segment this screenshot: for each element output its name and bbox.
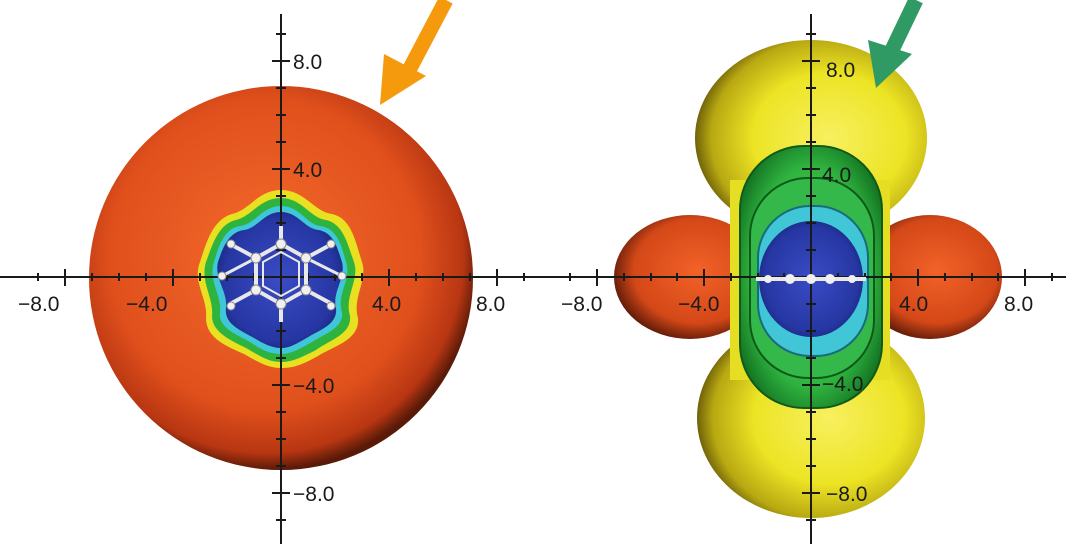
left-y-tick-label: 4.0 — [293, 159, 322, 182]
left-x-tick-label: −8.0 — [18, 293, 59, 316]
left-y-tick-label: −4.0 — [293, 375, 334, 398]
right-x-tick-label: −4.0 — [678, 293, 719, 316]
right-y-tick-label: −4.0 — [822, 373, 863, 396]
left-x-tick-label: 4.0 — [372, 293, 401, 316]
left-y-tick-label: 8.0 — [293, 51, 322, 74]
left-y-tick-label: −8.0 — [293, 483, 334, 506]
right-y-tick-label: 8.0 — [826, 59, 855, 82]
right-y-tick-label: 4.0 — [822, 164, 851, 187]
right-x-tick-label: 4.0 — [899, 293, 928, 316]
orange-arrow-icon — [380, 0, 453, 105]
right-x-tick-label: 8.0 — [1004, 293, 1033, 316]
left-x-tick-label: −4.0 — [126, 293, 167, 316]
left-axes — [0, 14, 540, 544]
green-arrow-icon — [868, 0, 923, 88]
right-panel: −8.0 −4.0 4.0 8.0 8.0 4.0 −4.0 −8.0 — [540, 0, 1066, 544]
left-x-tick-label: 8.0 — [476, 293, 505, 316]
right-y-tick-label: −8.0 — [826, 483, 867, 506]
benzene-molecule-side — [756, 274, 866, 284]
right-x-tick-label: −8.0 — [561, 293, 602, 316]
left-panel: −8.0 −4.0 4.0 8.0 8.0 4.0 −4.0 −8.0 — [0, 0, 540, 544]
benzene-atoms — [217, 238, 347, 311]
